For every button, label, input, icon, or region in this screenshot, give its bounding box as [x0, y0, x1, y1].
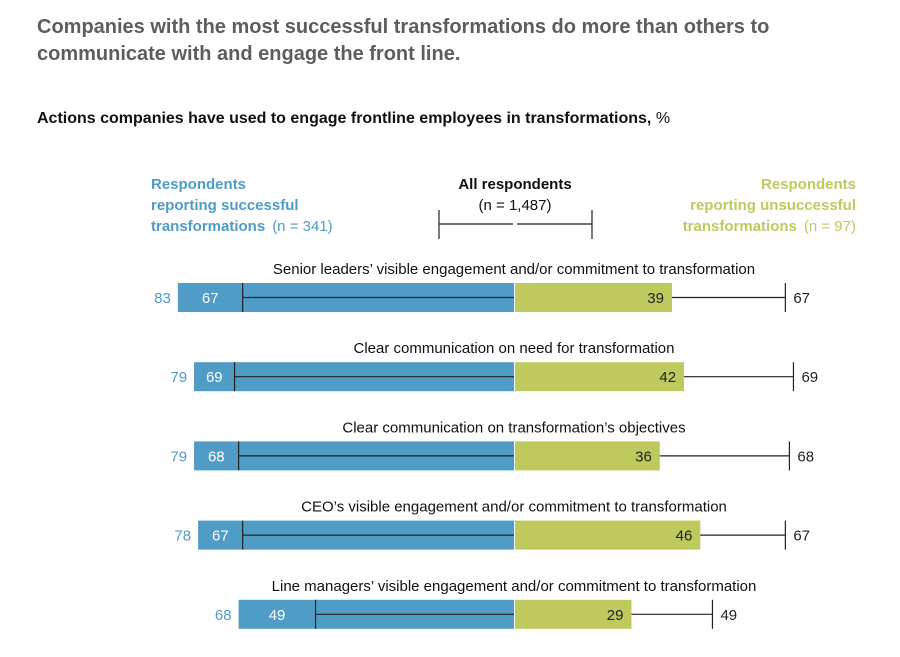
value-label-successful: 83 — [154, 290, 171, 307]
legend-successful-line2: reporting successful — [151, 197, 299, 214]
value-label-all-right: 49 — [720, 607, 737, 624]
value-label-all-left: 67 — [212, 528, 229, 545]
category-label: Clear communication on need for transfor… — [354, 340, 675, 357]
value-label-all-right: 67 — [793, 290, 810, 307]
legend-successful-line1: Respondents — [151, 176, 246, 193]
subtitle-unit: % — [655, 110, 671, 127]
bar-unsuccessful — [515, 441, 660, 471]
value-label-all-left: 68 — [208, 448, 225, 465]
bar-unsuccessful — [515, 520, 701, 550]
bar-unsuccessful — [515, 283, 672, 312]
legend-unsuccessful-n: (n = 97) — [804, 218, 856, 235]
category-label: Line managers’ visible engagement and/or… — [272, 578, 757, 595]
legend-all-line1: All respondents — [458, 176, 571, 193]
legend-unsuccessful-line1: Respondents — [761, 176, 856, 193]
legend-unsuccessful-line3-text: transformations — [683, 218, 797, 235]
value-label-all-left: 67 — [202, 290, 219, 307]
value-label-all-right: 69 — [801, 369, 818, 386]
chart-rows: Senior leaders’ visible engagement and/o… — [154, 261, 818, 629]
value-label-successful: 68 — [215, 607, 232, 624]
legend-unsuccessful: Respondents reporting unsuccessful trans… — [683, 176, 856, 235]
legend-successful-line3-text: transformations — [151, 218, 265, 235]
legend-successful-n: (n = 341) — [272, 218, 332, 235]
value-label-all-right: 68 — [797, 448, 814, 465]
legend-successful: Respondents reporting successful transfo… — [151, 176, 333, 235]
category-label: Senior leaders’ visible engagement and/o… — [273, 261, 755, 278]
legend-all-marker — [438, 210, 593, 239]
chart-subtitle: Actions companies have used to engage fr… — [37, 110, 670, 128]
subtitle-text: Actions companies have used to engage fr… — [37, 110, 652, 127]
legend-all: All respondents (n = 1,487) — [458, 176, 571, 214]
bar-unsuccessful — [515, 362, 685, 392]
legend: Respondents reporting successful transfo… — [151, 176, 856, 239]
chart-title: Companies with the most successful trans… — [37, 16, 770, 65]
value-label-unsuccessful: 39 — [647, 290, 664, 307]
value-label-unsuccessful: 42 — [659, 369, 676, 386]
value-label-successful: 78 — [174, 528, 191, 545]
category-label: Clear communication on transformation’s … — [342, 419, 685, 436]
legend-unsuccessful-line3: transformations (n = 97) — [683, 218, 856, 235]
bar-unsuccessful — [515, 599, 632, 629]
value-label-unsuccessful: 36 — [635, 448, 652, 465]
category-label: CEO’s visible engagement and/or commitme… — [301, 499, 727, 516]
value-label-all-right: 67 — [793, 528, 810, 545]
legend-unsuccessful-line2: reporting unsuccessful — [690, 197, 856, 214]
legend-all-line2: (n = 1,487) — [479, 197, 552, 214]
value-label-all-left: 69 — [206, 369, 223, 386]
value-label-successful: 79 — [170, 369, 187, 386]
value-label-successful: 79 — [170, 448, 187, 465]
value-label-all-left: 49 — [269, 607, 286, 624]
value-label-unsuccessful: 29 — [607, 607, 624, 624]
legend-successful-line3: transformations (n = 341) — [151, 218, 333, 235]
value-label-unsuccessful: 46 — [676, 528, 693, 545]
